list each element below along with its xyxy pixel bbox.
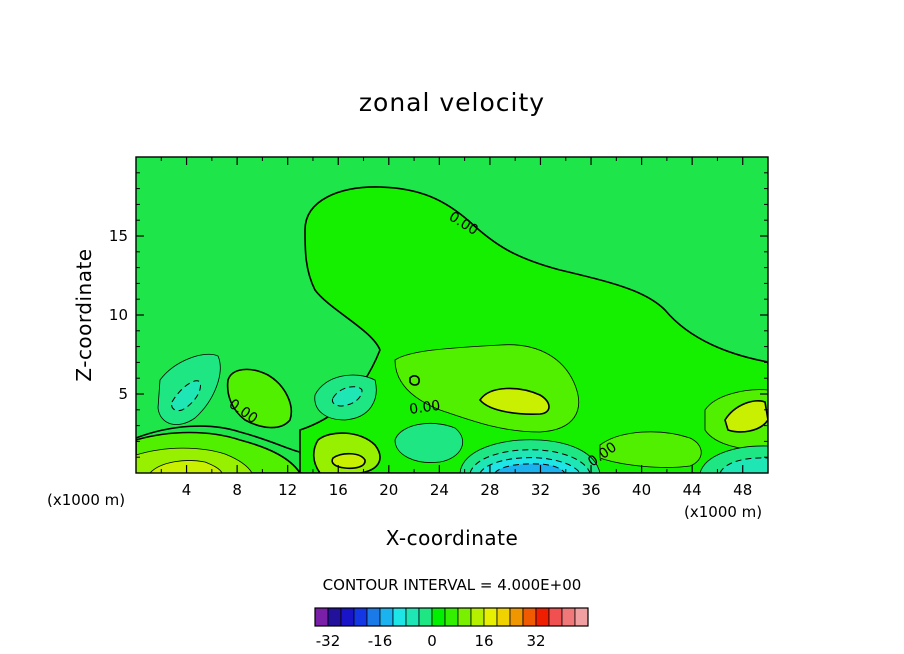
- positive-core-right: [724, 400, 768, 433]
- colorbar-label-0: -32: [316, 632, 341, 650]
- x-tick-label-9: 40: [632, 481, 651, 499]
- colorbar-swatch-19: [561, 607, 576, 627]
- colorbar-swatch-4: [366, 607, 381, 627]
- colorbar-swatch-15: [509, 607, 524, 627]
- y-tick-label-1: 10: [109, 306, 128, 324]
- x-tick-label-5: 24: [430, 481, 449, 499]
- colorbar-swatch-2: [340, 607, 355, 627]
- positive-bottom-center-core: [331, 452, 366, 470]
- x-unit-left: (x1000 m): [47, 491, 126, 509]
- chart-title: zonal velocity: [358, 88, 546, 117]
- x-axis-ticks: 4 8 12 16 20 24 28 32 36 40 44 48: [160, 157, 752, 499]
- colorbar-swatch-20: [574, 607, 589, 627]
- x-tick-label-1: 8: [232, 481, 242, 499]
- colorbar-swatch-1: [327, 607, 342, 627]
- x-tick-label-10: 44: [683, 481, 702, 499]
- negative-core-right-bottom: [719, 457, 768, 473]
- contour-label-3: 0.00: [408, 398, 441, 418]
- colorbar-swatch-0: [314, 607, 329, 627]
- colorbar-swatch-14: [496, 607, 511, 627]
- colorbar-swatch-9: [431, 607, 446, 627]
- zero-contour-lower: [136, 425, 301, 453]
- colorbar-label-4: 32: [526, 632, 545, 650]
- colorbar-swatch-5: [379, 607, 394, 627]
- negative-core-center: [331, 386, 363, 407]
- colorbar-swatch-7: [405, 607, 420, 627]
- positive-bottom-right: [599, 431, 702, 468]
- positive-region-leftcenter: [226, 368, 292, 429]
- colorbar-swatch-18: [548, 607, 563, 627]
- colorbar-swatch-8: [418, 607, 433, 627]
- y-tick-label-0: 5: [118, 385, 128, 403]
- x-tick-label-3: 16: [329, 481, 348, 499]
- contour-interval-label: CONTOUR INTERVAL = 4.000E+00: [322, 576, 582, 594]
- colorbar: -32 -16 0 16 32: [314, 607, 589, 650]
- colorbar-swatch-6: [392, 607, 407, 627]
- x-tick-label-6: 28: [480, 481, 499, 499]
- colorbar-label-1: -16: [368, 632, 393, 650]
- colorbar-label-2: 0: [427, 632, 437, 650]
- x-axis-label: X-coordinate: [385, 526, 519, 550]
- colorbar-frame: [314, 607, 589, 627]
- x-unit-right: (x1000 m): [684, 503, 763, 521]
- positive-core-mid: [479, 387, 550, 415]
- colorbar-swatch-10: [444, 607, 459, 627]
- contour-field: [136, 157, 768, 473]
- colorbar-swatch-11: [457, 607, 472, 627]
- colorbar-swatch-17: [535, 607, 550, 627]
- x-tick-label-0: 4: [182, 481, 192, 499]
- y-tick-label-2: 15: [109, 227, 128, 245]
- negative-core-left: [171, 380, 201, 412]
- negative-region-bottom-4: [494, 463, 566, 473]
- zero-region-upper: [299, 186, 768, 473]
- colorbar-swatch-13: [483, 607, 498, 627]
- negative-region-lower: [394, 422, 464, 463]
- x-tick-label-4: 20: [379, 481, 398, 499]
- y-axis-label: Z-coordinate: [72, 248, 96, 382]
- colorbar-swatch-3: [353, 607, 368, 627]
- colorbar-swatch-12: [470, 607, 485, 627]
- y-axis-ticks: 5 10 15: [109, 172, 768, 458]
- x-tick-label-7: 32: [531, 481, 550, 499]
- x-tick-label-11: 48: [733, 481, 752, 499]
- zero-contour-small: [409, 375, 420, 386]
- colorbar-label-3: 16: [474, 632, 493, 650]
- colorbar-swatch-16: [522, 607, 537, 627]
- x-tick-label-2: 12: [278, 481, 297, 499]
- x-tick-label-8: 36: [581, 481, 600, 499]
